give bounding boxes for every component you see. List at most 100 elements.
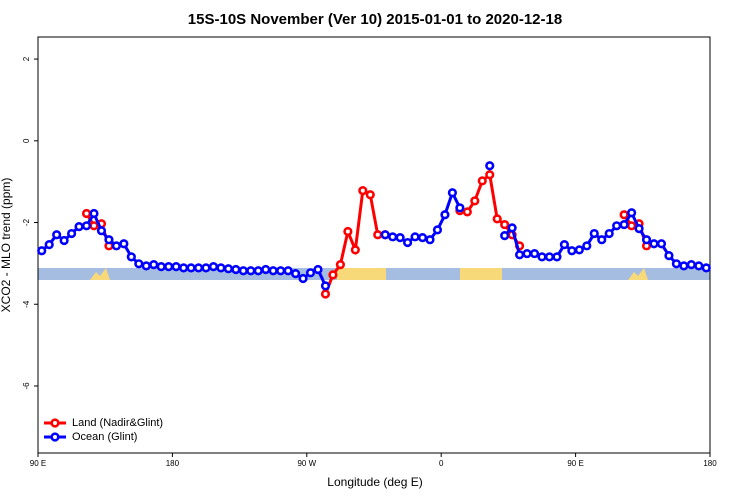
data-point xyxy=(485,161,495,171)
data-point xyxy=(380,230,390,240)
data-point xyxy=(500,219,510,230)
data-point xyxy=(514,250,525,260)
data-point xyxy=(373,230,383,240)
data-point xyxy=(37,246,47,256)
data-point xyxy=(544,252,555,262)
data-point xyxy=(485,170,495,180)
data-point xyxy=(410,232,420,242)
plot-frame xyxy=(37,36,711,454)
y-tick-label: 0 xyxy=(22,138,31,143)
data-point xyxy=(507,223,517,233)
data-point xyxy=(589,228,599,239)
data-point xyxy=(432,225,443,235)
data-point xyxy=(537,252,547,262)
land-band xyxy=(90,268,110,280)
data-point xyxy=(403,237,413,248)
data-point xyxy=(89,221,99,231)
data-point xyxy=(671,259,682,269)
data-point xyxy=(656,239,667,249)
data-point xyxy=(89,208,99,219)
x-tick-label: 180 xyxy=(703,459,717,468)
y-tick-label: -6 xyxy=(22,382,31,390)
data-point xyxy=(440,210,450,220)
data-point xyxy=(208,262,219,272)
data-point xyxy=(193,263,204,273)
data-point xyxy=(96,226,107,236)
data-point xyxy=(470,196,480,206)
data-point xyxy=(164,262,174,272)
data-point xyxy=(358,186,368,196)
data-point xyxy=(246,266,256,276)
data-point xyxy=(679,261,689,271)
chart-title: 15S-10S November (Ver 10) 2015-01-01 to … xyxy=(188,11,562,28)
data-point xyxy=(253,266,263,276)
data-point xyxy=(447,188,458,198)
x-tick-label: 90 E xyxy=(30,459,46,468)
data-point xyxy=(477,176,487,186)
data-point xyxy=(298,273,308,284)
land-band xyxy=(460,268,502,280)
data-point xyxy=(462,207,472,217)
data-point xyxy=(111,241,121,251)
data-point xyxy=(335,260,346,270)
data-point xyxy=(223,264,233,274)
land-band xyxy=(337,268,386,280)
data-point xyxy=(626,208,637,218)
data-point xyxy=(529,248,540,259)
y-axis-label: XCO2 - MLO trend (ppm) xyxy=(0,178,13,313)
legend-marker xyxy=(50,432,60,442)
data-point xyxy=(156,262,166,272)
data-point xyxy=(634,224,644,234)
data-point xyxy=(686,260,696,270)
data-point xyxy=(350,245,360,255)
data-point xyxy=(559,239,570,250)
data-point xyxy=(261,264,271,275)
data-point xyxy=(343,226,353,237)
legend-marker xyxy=(50,418,60,428)
data-point xyxy=(641,235,652,245)
data-point xyxy=(201,263,211,273)
data-point xyxy=(66,228,77,239)
data-point xyxy=(283,266,293,276)
y-tick-label: -4 xyxy=(22,300,31,308)
y-tick-label: 2 xyxy=(22,56,31,61)
data-point xyxy=(664,251,674,261)
land-band xyxy=(628,268,648,280)
data-point xyxy=(216,263,226,273)
x-tick-label: 180 xyxy=(166,459,180,468)
data-point xyxy=(81,208,92,219)
data-point xyxy=(171,262,181,272)
data-point xyxy=(52,230,62,240)
data-point xyxy=(612,221,622,231)
x-tick-label: 0 xyxy=(439,459,444,468)
data-point xyxy=(582,241,592,251)
data-point xyxy=(231,264,241,275)
data-point xyxy=(104,235,114,245)
data-point xyxy=(320,289,331,299)
data-point xyxy=(365,190,375,200)
data-point xyxy=(268,266,278,276)
data-point xyxy=(186,263,196,273)
data-point xyxy=(126,252,136,262)
data-point xyxy=(701,263,711,273)
data-point xyxy=(74,222,84,232)
data-point xyxy=(291,269,301,279)
data-point xyxy=(417,233,428,243)
data-point xyxy=(388,232,398,242)
data-point xyxy=(455,203,465,213)
data-point xyxy=(59,235,69,246)
data-point xyxy=(649,239,659,249)
data-point xyxy=(619,210,629,220)
data-point xyxy=(276,266,286,276)
x-tick-label: 90 E xyxy=(567,459,583,468)
data-point xyxy=(522,248,532,259)
data-point xyxy=(395,233,405,243)
data-point xyxy=(500,231,510,241)
data-point xyxy=(492,214,502,224)
data-point xyxy=(119,239,129,249)
x-tick-label: 90 W xyxy=(297,459,316,468)
data-point xyxy=(574,245,584,255)
data-point xyxy=(320,281,331,291)
data-point xyxy=(552,252,562,262)
